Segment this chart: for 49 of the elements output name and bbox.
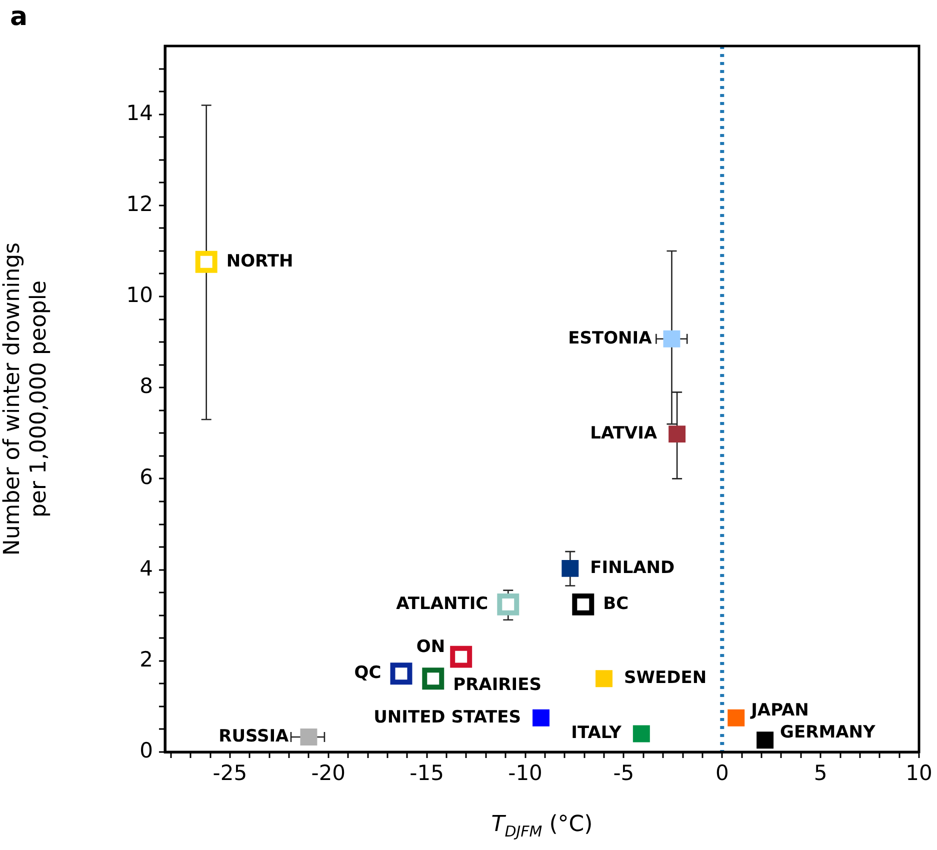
series-label: FINLAND — [590, 558, 675, 578]
point — [390, 662, 412, 685]
x-tick-label: 0 — [715, 761, 729, 786]
y-tick-label: 10 — [126, 282, 153, 307]
x-tick-label: -5 — [613, 761, 634, 786]
point — [668, 426, 686, 443]
point — [195, 250, 218, 273]
series-label: LATVIA — [590, 423, 658, 444]
y-tick-label: 4 — [140, 556, 153, 580]
series-label: ESTONIA — [568, 328, 653, 348]
series-label: PRAIRIES — [453, 675, 542, 696]
series-label: ATLANTIC — [396, 594, 488, 614]
point — [572, 593, 594, 616]
y-tick-label: 8 — [140, 374, 153, 398]
y-tick-label: 12 — [126, 192, 153, 216]
x-tick-label: -15 — [410, 761, 444, 786]
series-label: UNITED STATES — [374, 707, 522, 728]
point — [663, 330, 680, 348]
point — [450, 646, 472, 668]
x-tick-label: -20 — [311, 761, 346, 786]
point — [756, 732, 774, 749]
series-label: BC — [603, 594, 629, 614]
point — [532, 709, 550, 726]
point — [497, 593, 520, 616]
point — [632, 725, 650, 742]
x-axis-title: T$_{DJFM}$ (°C) — [490, 812, 594, 840]
series-label: RUSSIA — [218, 726, 290, 746]
series-label: ON — [416, 637, 446, 658]
series-label: JAPAN — [750, 700, 809, 720]
y-tick-label: 14 — [126, 100, 153, 125]
x-tick-label: -25 — [212, 761, 248, 786]
y-tick-label: 2 — [140, 647, 153, 672]
series-label: SWEDEN — [624, 668, 707, 688]
x-tick-label: 10 — [906, 761, 932, 786]
point — [728, 709, 745, 726]
point — [596, 670, 612, 688]
y-axis-title: Number of winter drownings per 1,000,000 people — [0, 242, 52, 556]
x-tick-label: 5 — [814, 761, 828, 786]
point — [422, 668, 444, 690]
series-label: ITALY — [571, 723, 622, 744]
point — [562, 560, 579, 577]
series-label: GERMANY — [780, 722, 876, 743]
series-label: QC — [354, 663, 382, 684]
point — [300, 728, 318, 746]
y-tick-label: 6 — [140, 465, 153, 490]
series-label: NORTH — [226, 251, 294, 272]
y-tick-label: 0 — [140, 738, 153, 762]
x-tick-label: -10 — [508, 761, 542, 786]
chart-title: a — [10, 2, 28, 32]
